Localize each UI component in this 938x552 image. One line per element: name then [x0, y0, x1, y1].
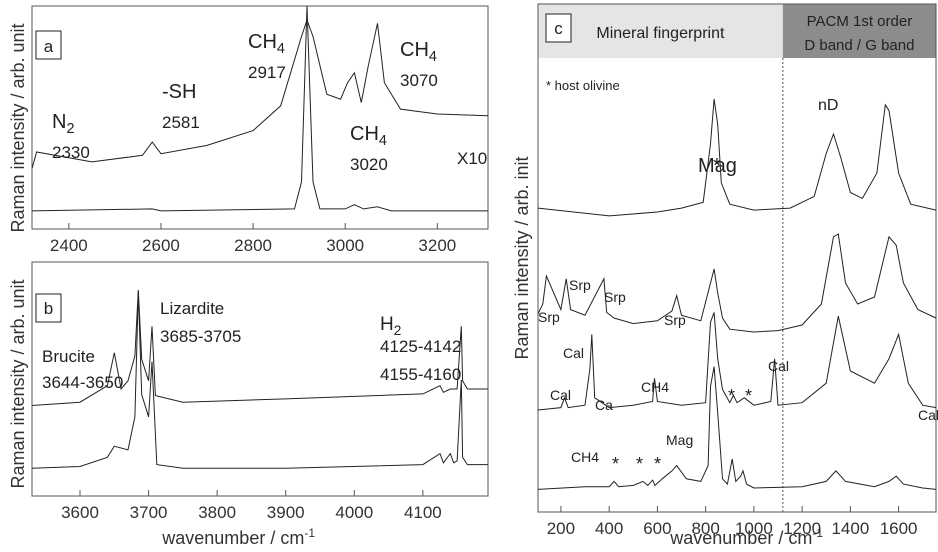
peak-label-srp: Srp: [604, 289, 626, 305]
x-tick-label: 2400: [50, 236, 88, 255]
peak-label-value: 2917: [248, 63, 286, 82]
host-olivine-note: * host olivine: [546, 78, 620, 93]
scale-factor-label: X10: [457, 149, 487, 168]
peak-label-species: CH4: [248, 31, 285, 57]
brucite-label: Brucite: [42, 347, 95, 366]
peak-label-value: 3020: [350, 155, 388, 174]
x-tick-label: 200: [547, 519, 575, 538]
x-tick-label: 400: [595, 519, 623, 538]
panel-a-x-ticks: 2400 2600 2800 3000 3200: [50, 223, 456, 255]
lizardite-label: Lizardite: [160, 299, 224, 318]
h2-range-2: 4155-4160: [380, 365, 461, 384]
peak-label-species: CH4: [400, 39, 437, 65]
panel-b-badge-text: b: [44, 299, 53, 318]
x-tick-label: 2600: [142, 236, 180, 255]
panel-b-annotations: Brucite 3644-3650 Lizardite 3685-3705 H24125…: [42, 299, 461, 392]
panel-a-badge-text: a: [44, 37, 54, 56]
panel-c: Mineral fingerprint PACM 1st order D ban…: [538, 4, 938, 538]
panel-a-annotations: N2 2330 -SH 2581 CH4 2917 CH4 3020 CH4 3070: [52, 31, 438, 174]
panel-c-y-axis-title: Raman intensity / arb. init: [512, 156, 532, 359]
olivine-star: *: [713, 155, 721, 177]
peak-label-cal: Cal: [563, 345, 584, 361]
olivine-star: *: [612, 454, 619, 474]
peak-label-species: N2: [52, 111, 74, 137]
peak-label-cal: Cal: [768, 358, 789, 374]
x-tick-label: 3600: [61, 503, 99, 522]
panel-c-annotations: nDSrpSrpSrpSrpCalCalCalCalCaCH4CH4MagMag…: [538, 97, 938, 474]
x-tick-label: 600: [643, 519, 671, 538]
x-tick-label: 3800: [198, 503, 236, 522]
peak-label-ch4: CH4: [571, 449, 599, 465]
peak-label-species: CH4: [350, 123, 387, 149]
olivine-star: *: [728, 386, 735, 406]
panel-c-spectrum-4: [538, 367, 936, 490]
lizardite-range: 3685-3705: [160, 327, 241, 346]
x-tick-label: 3900: [267, 503, 305, 522]
panel-c-series: [538, 99, 936, 490]
peak-label-cal: Cal: [918, 407, 938, 423]
x-tick-label: 4100: [404, 503, 442, 522]
x-tick-label: 3000: [326, 236, 364, 255]
h2-label: H2: [380, 314, 401, 338]
panel-b: b 3600 3700 3800 3900 4000 4100 Brucite 3644-3…: [32, 262, 488, 522]
peak-label-value: 3070: [400, 71, 438, 90]
peak-label-ca: Ca: [595, 397, 613, 413]
panel-b-x-axis-title: wavenumber / cm-1: [161, 526, 315, 548]
panel-b-x-ticks: 3600 3700 3800 3900 4000 4100: [61, 490, 442, 522]
panel-c-x-axis-title: wavenumber / cm-1: [669, 526, 823, 548]
x-tick-label: 3200: [418, 236, 456, 255]
peak-label-srp: Srp: [569, 277, 591, 293]
panel-c-spectrum-3: [538, 312, 936, 410]
olivine-star: *: [654, 454, 661, 474]
olivine-star: *: [745, 386, 752, 406]
peak-label-srp: Srp: [538, 309, 560, 325]
x-tick-label: 2800: [234, 236, 272, 255]
panel-c-spectrum-2: [538, 234, 936, 332]
panel-a: a 2400 2600 2800 3000 3200 N2 2330 -SH 2581 CH4 2…: [32, 6, 488, 255]
h2-range-1: 4125-4142: [380, 337, 461, 356]
panel-c-badge-text: c: [554, 19, 563, 38]
panel-a-y-axis-title: Raman intensity / arb. unit: [8, 23, 28, 232]
peak-label-value: 2330: [52, 143, 90, 162]
peak-label-value: 2581: [162, 113, 200, 132]
panel-b-y-axis-title: Raman intensity / arb. unit: [8, 279, 28, 488]
pacm-sublabel: D band / G band: [804, 37, 914, 54]
panel-c-spectrum-1: [538, 99, 936, 216]
peak-label-ch4: CH4: [641, 379, 669, 395]
peak-label-mag: Mag: [666, 432, 693, 448]
peak-label-cal: Cal: [550, 387, 571, 403]
olivine-star: *: [636, 454, 643, 474]
x-tick-label: 4000: [335, 503, 373, 522]
peak-label-species: -SH: [162, 81, 196, 103]
peak-label-srp: Srp: [664, 312, 686, 328]
mineral-fingerprint-label: Mineral fingerprint: [596, 25, 725, 42]
x-tick-label: 1400: [831, 519, 869, 538]
x-tick-label: 3700: [130, 503, 168, 522]
peak-label-nd: nD: [818, 97, 838, 114]
brucite-range: 3644-3650: [42, 373, 123, 392]
pacm-label: PACM 1st order: [807, 13, 913, 30]
x-tick-label: 1600: [880, 519, 918, 538]
